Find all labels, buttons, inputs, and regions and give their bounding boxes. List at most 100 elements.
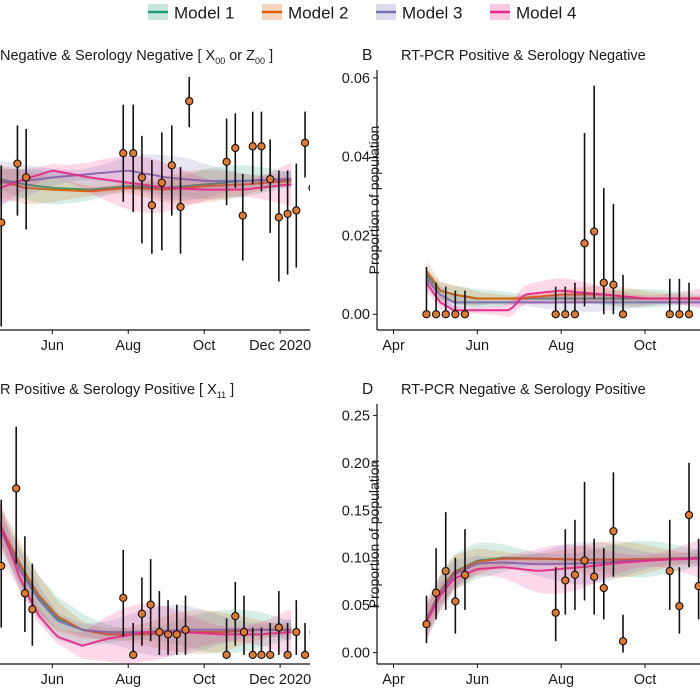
panel-c-observation-point bbox=[248, 650, 257, 660]
panel-c-x-tick-label: Oct bbox=[193, 672, 216, 688]
panel-d-x-tick-label: Oct bbox=[634, 672, 657, 688]
panel-c-observation-point bbox=[172, 630, 181, 639]
panel-b-line-model-4 bbox=[425, 282, 700, 312]
panel-b-observation-point bbox=[441, 310, 450, 319]
panel-c-x-tick-label: Dec 2020 bbox=[249, 672, 311, 688]
panel-b-x-tick-label: Jun bbox=[466, 338, 489, 354]
panel-a-header: Negative & Serology Negative [ X00 or Z0… bbox=[0, 48, 273, 66]
panel-b-observation-point bbox=[590, 227, 599, 236]
panel-d-y-tick-label: 0.15 bbox=[342, 503, 370, 519]
panel-a-observation-point bbox=[129, 149, 138, 158]
panel-b-observation-point bbox=[684, 310, 694, 319]
legend-label-model-2: Model 2 bbox=[288, 4, 348, 23]
panel-a-plot-area bbox=[0, 76, 310, 327]
panel-d-plot-area bbox=[422, 462, 700, 653]
panel-a-observation-point bbox=[238, 211, 247, 220]
panel-b-observation-point bbox=[675, 310, 684, 319]
panel-c-clipped bbox=[0, 426, 310, 664]
panel-d-title: RT-PCR Negative & Serology Positive bbox=[401, 382, 646, 398]
panel-b-observation-point bbox=[451, 310, 460, 319]
panel-b-observation-point bbox=[551, 310, 560, 319]
panel-c-observation-point bbox=[155, 627, 164, 637]
panel-d-y-tick-label: 0.20 bbox=[342, 456, 370, 472]
panel-c-observation-point bbox=[222, 650, 231, 660]
panel-d-band-model-4 bbox=[426, 539, 700, 639]
panel-b-y-tick-label: 0.04 bbox=[342, 150, 370, 166]
panel-c-title: R Positive & Serology Positive [ X11 ] bbox=[0, 382, 234, 400]
panel-c-observation-point bbox=[0, 561, 6, 571]
panel-d-y-tick-label: 0.25 bbox=[342, 408, 370, 424]
panel-c-observation-point bbox=[129, 650, 138, 660]
panel-b-observation-point bbox=[618, 310, 628, 319]
panel-c-observation-point bbox=[163, 630, 173, 639]
panel-d-observation-point bbox=[694, 582, 700, 591]
panel-b-clipped bbox=[422, 85, 700, 319]
legend: Model 1 Model 2 Model 3 Model 4 bbox=[148, 4, 576, 23]
panel-d-header: D RT-PCR Negative & Serology Positive bbox=[362, 381, 646, 398]
panel-c-observation-point bbox=[309, 630, 310, 634]
panel-c-observation-point bbox=[274, 623, 284, 632]
panel-d-observation-point bbox=[570, 570, 580, 579]
panel-d-y-tick-label: 0.10 bbox=[342, 551, 370, 567]
panel-b-y-tick-label: 0.02 bbox=[342, 228, 370, 244]
panel-c-band-model-1 bbox=[0, 513, 292, 654]
panel-b-band-model-2 bbox=[426, 262, 700, 306]
panel-d: Apr Jun Aug Oct 0.00 0.05 0.10 0.15 0.20 0.25 Prop… bbox=[342, 404, 700, 688]
panel-a-x-tick-label: Jun bbox=[41, 338, 64, 354]
panel-a-observation-point bbox=[21, 173, 31, 182]
panel-d-observation-point bbox=[431, 588, 441, 597]
panel-c-x-tick-label: Jun bbox=[41, 672, 64, 688]
panel-b-observation-point bbox=[665, 310, 674, 319]
panel-b-line-model-3 bbox=[425, 278, 700, 304]
panel-b-band-model-3 bbox=[426, 269, 700, 312]
panel-d-letter: D bbox=[362, 381, 373, 398]
panel-b-y-tick-label: 0.06 bbox=[342, 71, 370, 87]
panel-b-header: B RT-PCR Positive & Serology Negative bbox=[362, 47, 646, 64]
panel-d-x-tick-label: Apr bbox=[382, 672, 405, 688]
panel-d-x-tick-label: Aug bbox=[548, 672, 574, 688]
panel-b-band-model-4 bbox=[426, 274, 700, 317]
panel-a-observation-point bbox=[266, 175, 275, 184]
panel-a-observation-point bbox=[137, 173, 147, 182]
panel-a-x-tick-label: Dec 2020 bbox=[249, 338, 311, 354]
panel-c-observation-point bbox=[283, 650, 292, 660]
panel-a-observation-point bbox=[147, 201, 157, 210]
panel-b: Apr Jun Aug Oct 0.00 0.02 0.04 0.06 Proportion o… bbox=[342, 70, 700, 354]
panel-a-observation-point bbox=[119, 149, 128, 158]
panel-d-observation-point bbox=[609, 527, 618, 536]
panel-b-plot-area bbox=[422, 85, 700, 319]
panel-c-observation-point bbox=[300, 650, 310, 660]
panel-c-band-model-2 bbox=[0, 504, 292, 654]
panel-b-observation-point bbox=[561, 310, 570, 319]
panel-d-observation-point bbox=[422, 619, 431, 629]
panel-a-observation-point bbox=[167, 161, 176, 170]
panel-a-observation-point bbox=[308, 184, 310, 192]
panel-d-y-tick-label: 0.05 bbox=[342, 598, 370, 614]
panel-a-title: Negative & Serology Negative [ X00 or Z0… bbox=[0, 48, 273, 66]
panel-c-observation-point bbox=[12, 484, 21, 493]
panel-c: Jun Aug Oct Dec 2020 bbox=[0, 426, 311, 688]
panel-d-observation-point bbox=[599, 583, 608, 593]
panel-a-observation-point bbox=[176, 202, 185, 212]
panel-a: Jun Aug Oct Dec 2020 bbox=[0, 76, 311, 354]
panel-d-band-model-2 bbox=[426, 541, 700, 638]
panel-b-title: RT-PCR Positive & Serology Negative bbox=[401, 48, 646, 64]
panel-b-axes: Apr Jun Aug Oct 0.00 0.02 0.04 0.06 Proportion o… bbox=[342, 70, 700, 354]
legend-label-model-3: Model 3 bbox=[402, 4, 462, 23]
panel-d-observation-point bbox=[441, 566, 450, 576]
panel-c-observation-point bbox=[292, 627, 301, 637]
panel-b-observation-point bbox=[609, 280, 618, 289]
panel-a-observation-point bbox=[283, 209, 292, 219]
panel-b-observation-point bbox=[460, 310, 470, 319]
panel-a-observation-point bbox=[248, 142, 257, 151]
panel-c-x-tick-label: Aug bbox=[115, 672, 141, 688]
panel-c-observation-point bbox=[266, 650, 275, 660]
panel-c-header: R Positive & Serology Positive [ X11 ] bbox=[0, 382, 234, 400]
panel-c-observation-point bbox=[119, 593, 128, 603]
panel-a-x-tick-label: Oct bbox=[193, 338, 216, 354]
legend-item-model-3: Model 3 bbox=[376, 4, 462, 23]
panel-b-y-tick-label: 0.00 bbox=[342, 307, 370, 323]
panel-a-x-tick-label: Aug bbox=[115, 338, 141, 354]
panel-b-letter: B bbox=[362, 47, 372, 64]
